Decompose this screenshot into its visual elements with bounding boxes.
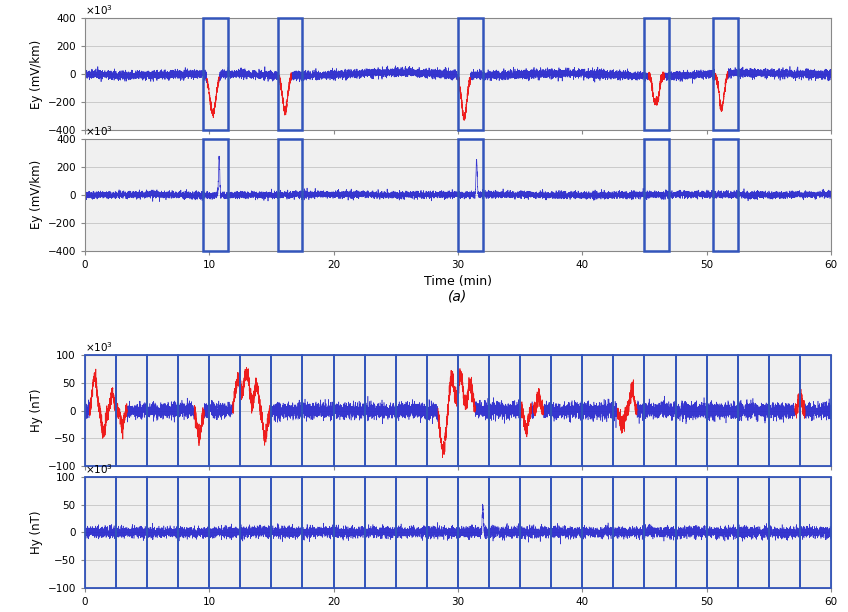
Bar <box>116 355 147 466</box>
Bar <box>85 477 116 588</box>
Bar <box>458 18 483 130</box>
Text: (a): (a) <box>449 290 467 304</box>
Bar <box>365 477 396 588</box>
Bar <box>738 477 769 588</box>
Y-axis label: Hy (nT): Hy (nT) <box>31 510 43 554</box>
Text: $\times10^3$: $\times10^3$ <box>85 340 113 354</box>
Bar <box>644 355 676 466</box>
Bar <box>277 139 303 251</box>
Bar <box>520 477 551 588</box>
Bar <box>713 18 738 130</box>
Bar <box>706 477 738 588</box>
Text: $\times10^3$: $\times10^3$ <box>85 4 113 17</box>
Bar <box>520 355 551 466</box>
Bar <box>209 355 240 466</box>
Bar <box>613 355 644 466</box>
Bar <box>644 139 669 251</box>
Bar <box>277 18 303 130</box>
Bar <box>178 355 209 466</box>
Bar <box>706 355 738 466</box>
Bar <box>583 355 613 466</box>
Text: $\times10^3$: $\times10^3$ <box>85 462 113 476</box>
Bar <box>551 355 583 466</box>
Bar <box>676 477 706 588</box>
Bar <box>209 477 240 588</box>
Bar <box>644 477 676 588</box>
Bar <box>458 139 483 251</box>
Bar <box>365 355 396 466</box>
Bar <box>147 355 178 466</box>
Bar <box>271 477 303 588</box>
Bar <box>203 139 228 251</box>
Y-axis label: Ey (mV/km): Ey (mV/km) <box>31 40 43 109</box>
Bar <box>147 477 178 588</box>
Bar <box>427 355 458 466</box>
Bar <box>644 18 669 130</box>
Bar <box>396 355 427 466</box>
Bar <box>271 355 303 466</box>
Bar <box>458 477 489 588</box>
Bar <box>769 477 800 588</box>
Bar <box>303 477 333 588</box>
Bar <box>551 477 583 588</box>
Bar <box>333 477 365 588</box>
Bar <box>116 477 147 588</box>
Bar <box>583 477 613 588</box>
Bar <box>240 477 271 588</box>
Bar <box>800 355 831 466</box>
Bar <box>427 477 458 588</box>
Bar <box>676 355 706 466</box>
Bar <box>85 355 116 466</box>
Bar <box>769 355 800 466</box>
Bar <box>333 355 365 466</box>
Bar <box>178 477 209 588</box>
Bar <box>713 139 738 251</box>
Bar <box>203 18 228 130</box>
Bar <box>613 477 644 588</box>
Bar <box>240 355 271 466</box>
Bar <box>303 355 333 466</box>
Bar <box>396 477 427 588</box>
Bar <box>489 477 520 588</box>
Bar <box>800 477 831 588</box>
Y-axis label: Ey (mV/km): Ey (mV/km) <box>31 160 43 230</box>
Bar <box>489 355 520 466</box>
Bar <box>738 355 769 466</box>
Y-axis label: Hy (nT): Hy (nT) <box>31 389 43 432</box>
Text: $\times10^3$: $\times10^3$ <box>85 124 113 138</box>
X-axis label: Time (min): Time (min) <box>424 275 492 288</box>
Bar <box>458 355 489 466</box>
